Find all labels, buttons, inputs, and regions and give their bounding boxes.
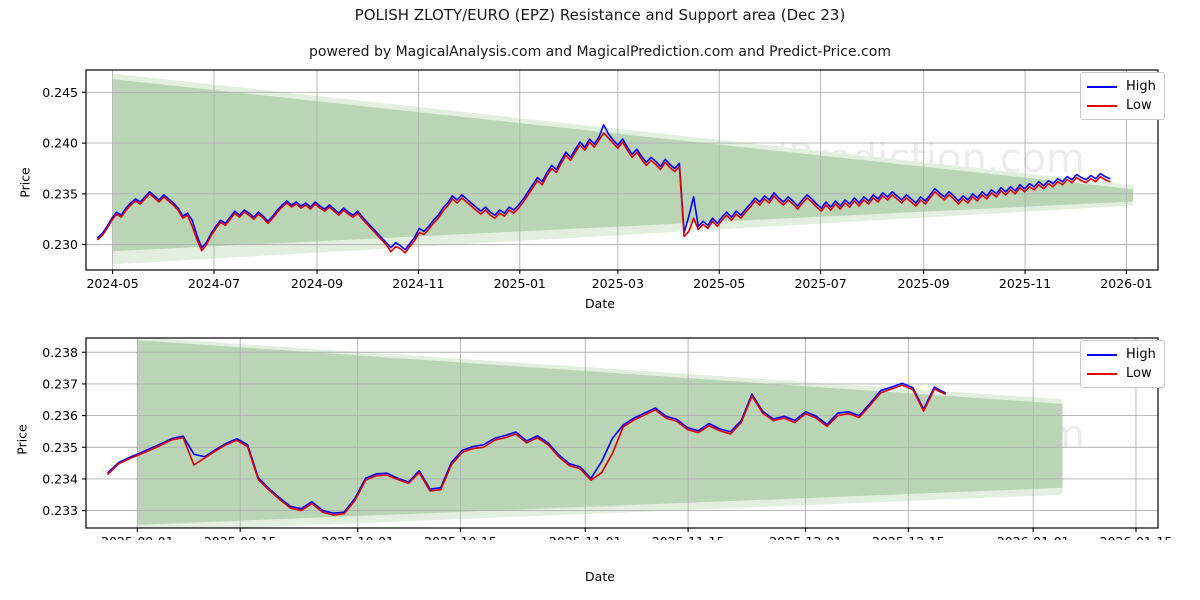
legend-label: Low [1126, 366, 1152, 381]
overview-legend: High Low [1080, 72, 1165, 120]
series-line-low [96, 132, 1111, 254]
detail-yaxis-title: Price [14, 424, 30, 455]
xtick-label: 2025-09 [898, 276, 950, 291]
xtick-label: 2025-10-15 [424, 534, 497, 540]
legend-label: Low [1126, 98, 1152, 113]
xtick-label: 2024-11 [392, 276, 444, 291]
xtick-label: 2025-12-01 [769, 534, 842, 540]
ytick-label: 0.237 [42, 376, 78, 391]
ytick-label: 0.240 [42, 136, 78, 151]
overview-xaxis-title: Date [585, 296, 615, 311]
legend-item-low[interactable]: Low [1087, 96, 1156, 115]
xtick-label: 2025-11-15 [652, 534, 725, 540]
plot-frame [85, 69, 1159, 271]
ytick-label: 0.245 [42, 85, 78, 100]
xtick-label: 2025-07 [794, 276, 846, 291]
plot-frame [85, 337, 1159, 529]
ytick-label: 0.235 [42, 440, 78, 455]
series-line-high [107, 382, 946, 514]
legend-label: High [1126, 79, 1156, 94]
ytick-label: 0.234 [42, 471, 78, 486]
page-subtitle: powered by MagicalAnalysis.com and Magic… [309, 44, 891, 60]
xtick-label: 2025-11-01 [549, 534, 622, 540]
xtick-label: 2025-01 [494, 276, 546, 291]
detail-legend: High Low [1080, 340, 1165, 388]
ytick-label: 0.233 [42, 503, 78, 518]
page-title: POLISH ZLOTY/EURO (EPZ) Resistance and S… [354, 6, 846, 24]
xtick-label: 2026-01 [1100, 276, 1152, 291]
legend-swatch-low [1087, 104, 1117, 107]
ytick-label: 0.238 [42, 345, 78, 360]
xtick-label: 2025-09-15 [204, 534, 277, 540]
ytick-label: 0.230 [42, 237, 78, 252]
series-line-low [107, 384, 946, 516]
legend-item-low[interactable]: Low [1087, 364, 1156, 383]
xtick-label: 2024-09 [291, 276, 343, 291]
xtick-label: 2025-12-15 [872, 534, 945, 540]
ytick-label: 0.235 [42, 186, 78, 201]
overview-chart: MagicalAnalysis.comMagicalPrediction.com… [0, 62, 1200, 322]
xtick-label: 2025-09-01 [101, 534, 174, 540]
xtick-label: 2025-03 [592, 276, 644, 291]
series-line-high [96, 124, 1111, 251]
overview-yaxis-title: Price [17, 167, 33, 198]
detail-xaxis-title: Date [585, 569, 615, 584]
xtick-label: 2024-05 [86, 276, 138, 291]
legend-swatch-high [1087, 353, 1117, 356]
xtick-label: 2025-10-01 [321, 534, 394, 540]
xtick-label: 2025-05 [693, 276, 745, 291]
detail-chart-svg: MagicalAnalysis.comMagicalPrediction.com… [42, 337, 1173, 540]
xtick-label: 2024-07 [188, 276, 240, 291]
xtick-label: 2026-01-15 [1100, 534, 1173, 540]
xtick-label: 2025-11 [999, 276, 1051, 291]
legend-swatch-low [1087, 372, 1117, 375]
resistance-support-wedge-inner [112, 79, 1134, 252]
legend-swatch-high [1087, 85, 1117, 88]
overview-chart-svg: MagicalAnalysis.comMagicalPrediction.com… [42, 69, 1159, 291]
detail-chart: MagicalAnalysis.comMagicalPrediction.com… [0, 330, 1200, 540]
legend-item-high[interactable]: High [1087, 345, 1156, 364]
legend-item-high[interactable]: High [1087, 77, 1156, 96]
xtick-label: 2026-01-01 [997, 534, 1070, 540]
ytick-label: 0.236 [42, 408, 78, 423]
legend-label: High [1126, 347, 1156, 362]
